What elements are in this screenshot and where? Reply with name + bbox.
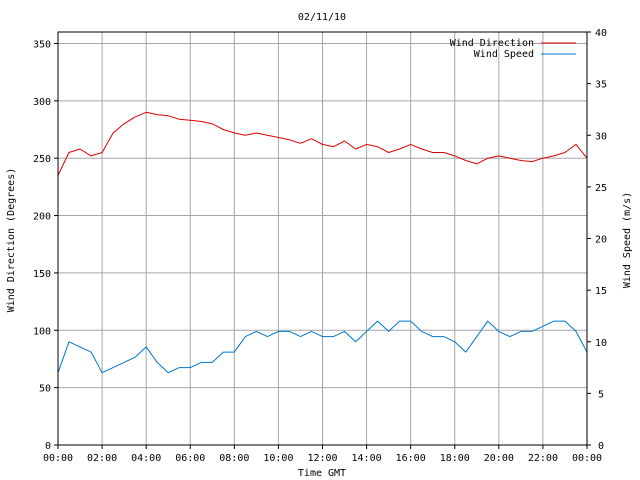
x-axis-label: Time GMT (298, 468, 346, 479)
x-tick-label: 14:00 (352, 453, 382, 464)
y-left-tick-label: 250 (33, 154, 51, 165)
y-axis-right-label: Wind Speed (m/s) (622, 192, 633, 288)
y-right-tick-label: 30 (595, 131, 607, 142)
series-line-wind-speed (57, 320, 588, 374)
y-right-tick-label: 35 (595, 80, 607, 91)
grid (57, 32, 588, 445)
y-axis-left-label: Wind Direction (Degrees) (6, 168, 17, 313)
y-left-tick-label: 200 (33, 212, 51, 223)
y-right-tick-label: 5 (598, 389, 604, 400)
x-tick-label: 06:00 (175, 453, 205, 464)
y-right-tick-label: 25 (595, 183, 607, 194)
y-right-tick-label: 0 (598, 441, 604, 452)
y-left-tick-label: 300 (33, 97, 51, 108)
x-tick-label: 00:00 (572, 453, 602, 464)
x-tick-label: 12:00 (307, 453, 337, 464)
x-tick-label: 08:00 (219, 453, 249, 464)
y-left-tick-label: 0 (45, 441, 51, 452)
legend-label-wind-direction: Wind Direction (450, 38, 534, 49)
legend: Wind Direction Wind Speed (450, 38, 576, 60)
x-tick-label: 20:00 (484, 453, 514, 464)
series-group (57, 111, 588, 374)
y-right-tick-label: 15 (595, 286, 607, 297)
x-tick-label: 10:00 (263, 453, 293, 464)
legend-label-wind-speed: Wind Speed (474, 49, 534, 60)
y-left-tick-label: 50 (39, 384, 51, 395)
y-left-tick-label: 150 (33, 269, 51, 280)
y-right-tick-label: 20 (595, 235, 607, 246)
chart-title: 02/11/10 (298, 12, 346, 23)
y-left-tick-label: 350 (33, 39, 51, 50)
x-tick-label: 16:00 (396, 453, 426, 464)
x-tick-label: 02:00 (87, 453, 117, 464)
x-tick-label: 00:00 (43, 453, 73, 464)
y-left-tick-label: 100 (33, 326, 51, 337)
x-tick-label: 04:00 (131, 453, 161, 464)
series-line-wind-direction (57, 111, 588, 176)
x-tick-label: 22:00 (528, 453, 558, 464)
tick-labels: 00:00 02:00 04:00 06:00 08:00 10:00 12:00 14:00… (33, 28, 607, 464)
y-right-tick-label: 10 (595, 338, 607, 349)
x-tick-label: 18:00 (440, 453, 470, 464)
y-right-tick-label: 40 (595, 28, 607, 39)
